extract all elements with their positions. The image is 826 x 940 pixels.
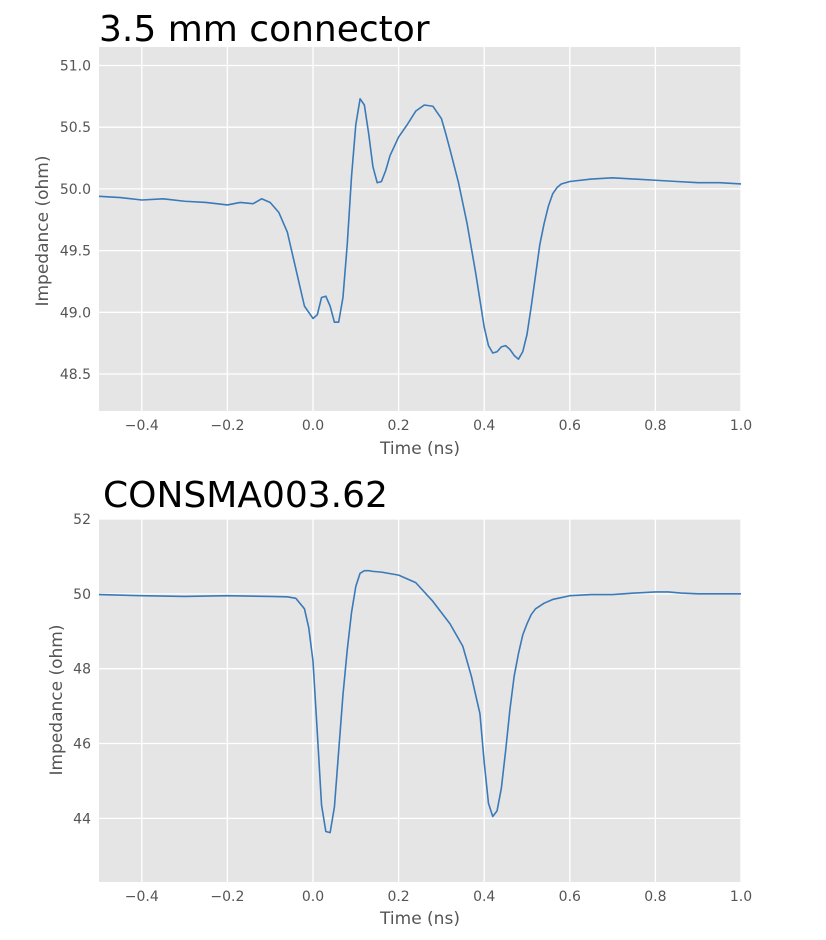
- x-tick-label: 0.4: [473, 418, 495, 434]
- x-tick-label: 0.4: [473, 889, 495, 905]
- y-tick-label: 49.5: [60, 244, 91, 260]
- x-tick-label: 0.6: [559, 889, 581, 905]
- chart-1: 3.5 mm connector −0.4 −0.2 0.0 0.2 0.4 0.6 0.8…: [33, 9, 752, 459]
- chart-2-y-axis-label: Impedance (ohm): [47, 624, 67, 775]
- x-tick-label: 0.0: [302, 889, 324, 905]
- x-tick-label: −0.2: [210, 889, 244, 905]
- x-tick-label: 1.0: [730, 418, 752, 434]
- x-tick-label: 0.2: [387, 889, 409, 905]
- y-tick-label: 52: [73, 512, 91, 528]
- chart-1-x-axis-label: Time (ns): [379, 439, 460, 459]
- chart-1-plot-area: [99, 47, 741, 411]
- chart-2-title: CONSMA003.62: [103, 475, 388, 516]
- y-tick-label: 44: [73, 811, 91, 827]
- x-tick-label: 0.2: [387, 418, 409, 434]
- chart-2-grid: [99, 518, 742, 882]
- chart-1-y-ticks: 48.5 49.0 49.5 50.0 50.5 51.0: [60, 59, 91, 383]
- chart-1-y-axis-label: Impedance (ohm): [33, 155, 53, 306]
- chart-2-x-axis-label: Time (ns): [379, 909, 460, 929]
- x-tick-label: 0.8: [644, 418, 666, 434]
- x-tick-label: 0.0: [302, 418, 324, 434]
- y-tick-label: 48: [73, 662, 91, 678]
- y-tick-label: 50.0: [60, 182, 91, 198]
- chart-2-line: [98, 569, 741, 834]
- y-tick-label: 49.0: [60, 305, 91, 321]
- x-tick-label: −0.2: [210, 418, 244, 434]
- chart-2-y-ticks: 44 46 48 50 52: [73, 512, 91, 827]
- chart-1-grid: [99, 47, 742, 411]
- series-line: [98, 98, 742, 360]
- x-tick-label: 1.0: [730, 889, 752, 905]
- chart-2-plot-area: [99, 519, 741, 882]
- x-tick-label: 0.8: [644, 889, 666, 905]
- x-tick-label: −0.4: [125, 418, 159, 434]
- x-tick-label: −0.4: [125, 889, 159, 905]
- y-tick-label: 48.5: [60, 367, 91, 383]
- x-tick-label: 0.6: [559, 418, 581, 434]
- y-tick-label: 50: [73, 587, 91, 603]
- y-tick-label: 50.5: [60, 120, 91, 136]
- y-tick-label: 51.0: [60, 59, 91, 75]
- chart-2-x-ticks: −0.4 −0.2 0.0 0.2 0.4 0.6 0.8 1.0: [125, 889, 752, 905]
- chart-1-title: 3.5 mm connector: [99, 9, 430, 50]
- y-tick-label: 46: [73, 737, 91, 753]
- chart-2: CONSMA003.62 −0.4 −0.2 0.0 0.2 0.4 0.6 0.8 1.0 …: [47, 475, 752, 929]
- series-line: [98, 569, 741, 834]
- chart-1-line: [98, 98, 742, 360]
- chart-1-x-ticks: −0.4 −0.2 0.0 0.2 0.4 0.6 0.8 1.0: [125, 418, 752, 434]
